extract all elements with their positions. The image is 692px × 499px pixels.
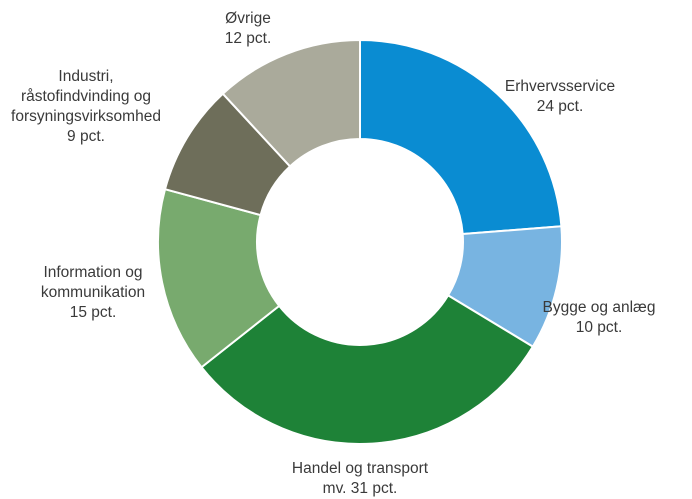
slice-handel-og-transport <box>200 293 535 445</box>
slice-value-text: 9 pct. <box>67 128 105 145</box>
slice-value-text: 24 pct. <box>537 98 584 115</box>
label-information-og-kommunikation: Information og kommunikation 15 pct. <box>41 264 145 321</box>
label-handel-og-transport: Handel og transport mv. 31 pct. <box>292 460 429 497</box>
slice-labels: Erhvervsservice 24 pct. Bygge og anlæg 10 p… <box>11 10 655 497</box>
label-industri-rastofindvinding-og-forsyningsvirksomhed: Industri, råstofindvinding og forsyningsvi… <box>11 68 161 145</box>
slice-ovrige <box>221 38 361 168</box>
slice-label-line: Information og <box>43 264 142 281</box>
slice-value-text: mv. 31 pct. <box>323 480 398 497</box>
slice-label-line: Bygge og anlæg <box>543 299 656 316</box>
slice-label-line: kommunikation <box>41 284 145 301</box>
slice-label-line: forsyningsvirksomhed <box>11 108 161 125</box>
slice-value-text: 15 pct. <box>70 304 117 321</box>
label-bygge-og-anlaeg: Bygge og anlæg 10 pct. <box>543 299 656 336</box>
slice-label-line: Industri, <box>58 68 113 85</box>
slice-label-line: Øvrige <box>225 10 271 27</box>
label-ovrige: Øvrige 12 pct. <box>225 10 272 47</box>
slice-label-line: Handel og transport <box>292 460 429 477</box>
slice-value-text: 10 pct. <box>576 319 623 336</box>
label-erhvervsservice: Erhvervsservice 24 pct. <box>505 78 615 115</box>
slice-value-text: 12 pct. <box>225 30 272 47</box>
donut-slices <box>157 38 563 445</box>
slice-erhvervsservice <box>359 38 563 236</box>
slice-label-line: råstofindvinding og <box>21 88 151 105</box>
slice-label-line: Erhvervsservice <box>505 78 615 95</box>
